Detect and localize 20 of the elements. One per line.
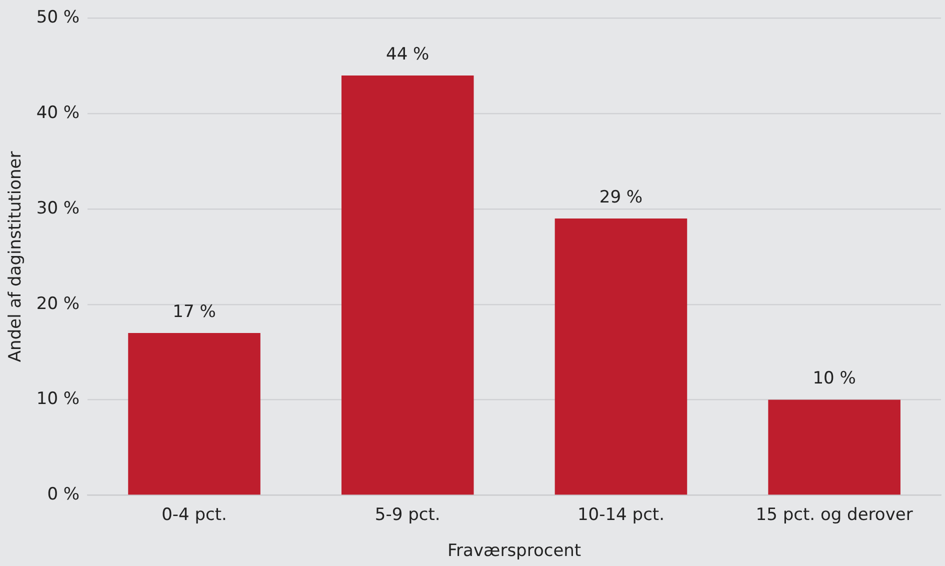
y-tick-label: 20 %: [36, 294, 80, 314]
x-tick-label: 5-9 pct.: [374, 504, 440, 525]
bar: [341, 75, 474, 495]
bar: [768, 400, 900, 495]
x-tick-label: 15 pct. og derover: [756, 504, 913, 525]
y-tick-label: 30 %: [36, 198, 80, 218]
bar: [554, 218, 688, 495]
data-label: 29 %: [599, 187, 643, 208]
x-tick-label: 10-14 pct.: [577, 504, 664, 525]
data-label: 17 %: [172, 302, 216, 322]
y-axis-title: Andel af daginstitutioner: [6, 151, 26, 362]
x-tick-label: 0-4 pct.: [162, 504, 227, 525]
x-axis-title: Fraværsprocent: [447, 541, 582, 562]
y-tick-label: 10 %: [36, 389, 80, 410]
data-label: 10 %: [812, 368, 856, 389]
y-tick-label: 50 %: [36, 8, 80, 28]
data-label: 44 %: [386, 44, 430, 64]
y-tick-label: 0 %: [47, 484, 80, 505]
bar: [128, 333, 260, 495]
y-tick-label: 40 %: [36, 103, 80, 124]
